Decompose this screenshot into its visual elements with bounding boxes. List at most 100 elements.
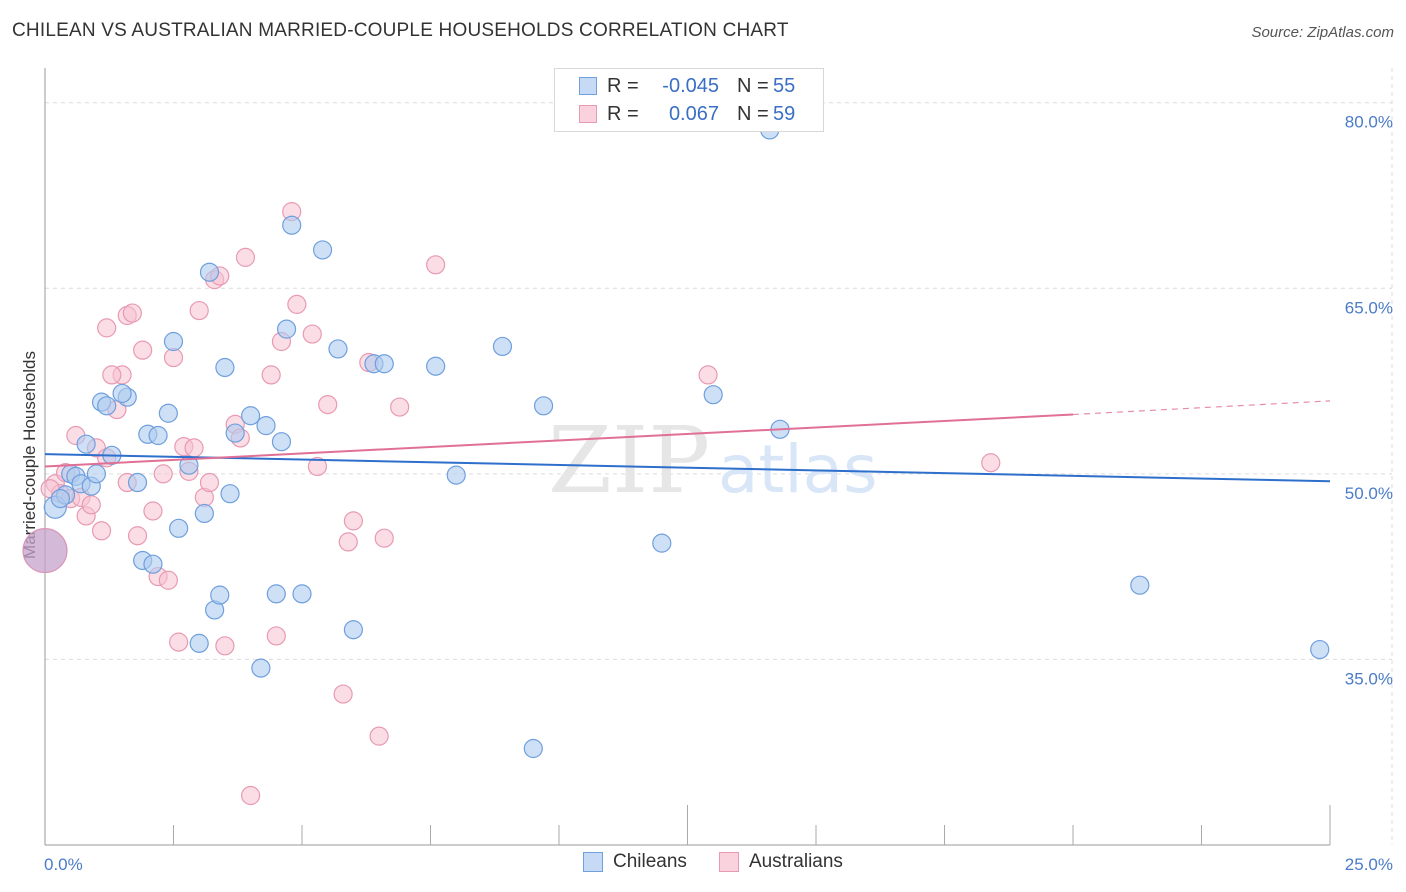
chileans-point [1310,639,1330,660]
chileans-point [328,339,348,359]
chileans-point [163,331,184,352]
chileans-point [97,396,117,416]
chileans-point [523,738,543,759]
australians-point [189,300,209,321]
chileans-points [43,120,1330,759]
chileans-point [343,620,363,640]
chileans-point [50,489,71,509]
chileans-swatch [579,77,597,95]
chileans-point [86,464,107,484]
chileans-point [220,484,240,504]
australians-point [81,495,101,515]
australians-swatch [718,852,739,872]
australians-point [333,684,353,704]
australians-point [369,726,389,746]
chileans-trend-line [44,453,1331,483]
australians-point [133,340,153,360]
r-label: R = [607,74,639,97]
chart-title: CHILEAN VS AUSTRALIAN MARRIED-COUPLE HOU… [12,20,789,41]
tick-labels: 80.0% 65.0% 50.0% 35.0% 0.0% 25.0% [44,113,1393,874]
trend-lines [44,400,1331,483]
chileans-point [266,584,286,604]
chileans-point [703,385,723,405]
chileans-point [215,357,235,378]
chileans-point [312,240,333,260]
australians-point [102,365,122,385]
australians-point [22,527,68,574]
australians-point [302,324,322,344]
n-label: N = [737,74,769,97]
correlation-legend: R = -0.045 N = 55 R = 0.067 N = 59 [554,68,824,132]
overlap-point [23,528,67,573]
australians-point [97,318,117,338]
australians-point [307,456,328,477]
chileans-point [127,472,148,493]
legend-item-australians[interactable]: Australians [718,851,843,873]
chileans-point [76,434,96,454]
australians-point [127,526,148,546]
australians-point [199,472,220,493]
watermark-zip: ZIP [548,407,710,514]
chileans-point [158,403,178,423]
n-value: 55 [773,74,796,97]
australians-point [287,294,307,314]
australians-point [184,438,204,458]
chileans-point [276,319,297,339]
australians-point [343,511,363,531]
australians-point [158,570,178,590]
australians-trend-line [44,413,1074,468]
chileans-point [256,416,276,436]
chileans-point [189,633,209,653]
x-tick-label: 0.0% [44,855,83,874]
chileans-point [492,336,513,357]
chart-source: Source: ZipAtlas.com [1251,24,1394,41]
n-value: 59 [773,102,796,125]
australians-point [338,532,358,552]
legend-item-chileans[interactable]: Chileans [583,851,687,873]
chileans-point [241,406,261,426]
australians-point [981,453,1001,473]
chileans-point [282,215,302,235]
chileans-point [210,585,230,605]
y-tick-label: 65.0% [1345,298,1393,317]
y-tick-label: 80.0% [1345,113,1393,132]
australians-point [215,636,235,656]
australians-swatch [579,105,597,123]
chileans-point [199,262,220,282]
chileans-point [251,658,271,678]
australians-point [122,303,142,323]
australians-point [698,365,718,385]
chileans-point [426,356,446,376]
australians-point [143,501,163,521]
australians-trend-extension [1072,400,1331,416]
n-label: N = [737,102,769,125]
r-value: 0.067 [668,102,719,125]
y-tick-label: 50.0% [1345,484,1393,503]
legend-label-chileans: Chileans [613,851,687,872]
r-label: R = [607,102,639,125]
chileans-point [194,503,214,524]
chileans-point [292,584,312,604]
chileans-point [271,432,292,452]
y-tick-label: 35.0% [1345,669,1393,688]
chileans-point [225,423,245,443]
x-tick-label: 25.0% [1345,855,1393,874]
r-value: -0.045 [662,74,719,97]
australians-point [374,528,394,548]
chileans-point [169,518,189,538]
axes [44,68,1331,846]
chileans-swatch [583,852,603,872]
australians-point [318,394,338,415]
australians-point [169,632,189,652]
chileans-point [143,554,163,574]
legend-row-chileans: R = -0.045 N = 55 [555,73,795,99]
australians-point [266,626,286,646]
legend-label-australians: Australians [748,851,843,872]
chileans-point [374,354,394,374]
australians-point [235,247,256,267]
series-legend: Chileans Australians [583,851,875,873]
chileans-point [533,396,554,416]
chileans-point [112,383,132,404]
australians-point [163,347,184,368]
